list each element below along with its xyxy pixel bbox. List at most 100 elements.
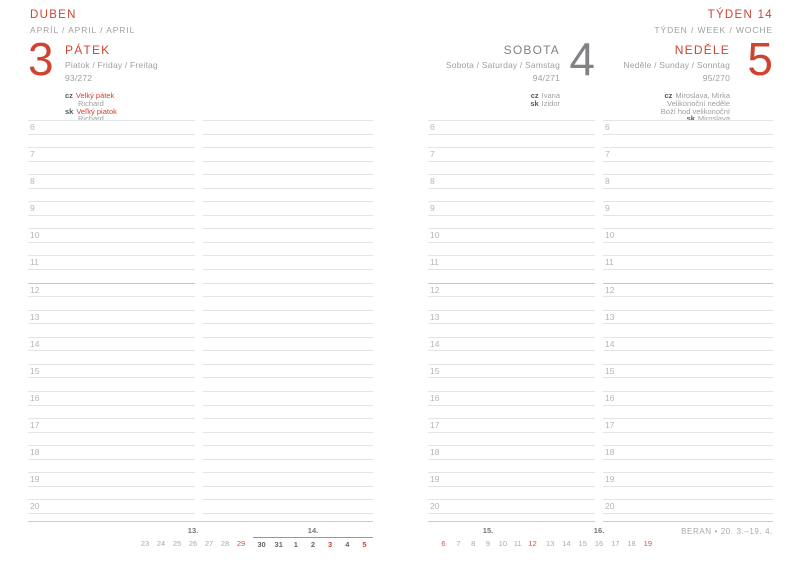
hour-label: 19 xyxy=(30,474,40,485)
hour-label: 6 xyxy=(430,122,435,132)
hour-row-8 xyxy=(203,174,373,201)
hour-label: 20 xyxy=(30,501,40,512)
hour-row-16: 16 xyxy=(428,390,595,418)
calendar-day: 23 xyxy=(140,539,150,548)
hour-row-19: 19 xyxy=(28,472,195,499)
hour-row-10: 10 xyxy=(603,228,773,255)
day-header-friday: PÁTEK Piatok / Friday / Freitag 93/272 c… xyxy=(65,43,158,123)
hour-row-9: 9 xyxy=(28,201,195,228)
hour-row-8: 8 xyxy=(603,174,773,201)
hour-label: 20 xyxy=(605,501,615,512)
hour-row-6 xyxy=(203,120,373,147)
hour-row-20 xyxy=(203,499,373,526)
lang-tag: cz xyxy=(530,91,539,100)
hour-row-14: 14 xyxy=(28,336,195,364)
hour-row-19: 19 xyxy=(603,472,773,499)
footer-divider-left-page xyxy=(28,521,373,522)
name-day: Boží hod velikonoční xyxy=(660,106,730,116)
hour-label: 18 xyxy=(30,447,40,458)
hour-row-11: 11 xyxy=(28,255,195,282)
week-subtitle: TÝDEN / WEEK / WOCHE xyxy=(654,25,773,35)
name-day: Velikonoční neděle xyxy=(667,98,730,108)
calendar-day: 7 xyxy=(456,539,461,548)
calendar-day: 17 xyxy=(611,539,620,548)
calendar-day: 1 xyxy=(293,540,298,549)
hour-row-16: 16 xyxy=(603,390,773,418)
hour-label: 10 xyxy=(605,230,615,241)
hour-row-6: 6 xyxy=(603,120,773,147)
name-day: Ivana xyxy=(541,91,560,100)
day-header-saturday: SOBOTA Sobota / Saturday / Samstag 94/27… xyxy=(446,43,560,108)
hour-label: 14 xyxy=(430,338,440,349)
name-day: Richard xyxy=(78,98,104,108)
hour-label: 17 xyxy=(30,420,40,431)
calendar-day: 14 xyxy=(562,539,571,548)
week-label: 13. xyxy=(187,526,199,535)
day-name-sunday: NEDĚLE xyxy=(674,43,730,57)
hour-row-10 xyxy=(203,228,373,255)
hour-label: 10 xyxy=(30,230,40,241)
hour-row-13: 13 xyxy=(603,309,773,337)
hour-row-15 xyxy=(203,363,373,391)
lang-tag: sk xyxy=(686,114,695,124)
hour-row-9 xyxy=(203,201,373,228)
holiday-name: Velký pátek xyxy=(75,91,115,100)
calendar-day: 9 xyxy=(485,539,491,548)
hour-label: 6 xyxy=(30,122,35,132)
hour-label: 12 xyxy=(605,284,615,295)
calendar-day: 19 xyxy=(643,539,652,548)
lang-tag: sk xyxy=(530,98,539,108)
hour-row-12: 12 xyxy=(603,282,773,310)
calendar-day: 6 xyxy=(441,539,446,548)
hour-row-18: 18 xyxy=(428,445,595,472)
mini-calendar-week-14: 14. 30 31 1 2 3 4 5 xyxy=(253,526,373,549)
name-day: Miroslava, Mirka xyxy=(675,91,730,100)
hour-label: 8 xyxy=(30,176,35,187)
hour-row-20: 20 xyxy=(428,499,595,526)
month-title: DUBEN xyxy=(30,9,77,21)
hour-label: 13 xyxy=(605,311,615,322)
calendar-day: 29 xyxy=(236,539,246,548)
hour-label: 8 xyxy=(605,176,610,187)
day-number-saturday: 4 xyxy=(569,33,595,85)
week-days: 6 7 8 9 10 11 12 xyxy=(436,537,540,548)
hour-label: 20 xyxy=(430,501,440,512)
calendar-day: 11 xyxy=(513,539,522,548)
hour-row-13: 13 xyxy=(28,309,195,337)
week-days: 13 14 15 16 17 18 19 xyxy=(542,537,656,548)
hour-label: 9 xyxy=(605,203,610,214)
day-number-sunday: 5 xyxy=(747,33,773,85)
mini-calendar-week-16: 16. 13 14 15 16 17 18 19 xyxy=(542,526,656,548)
day-ordinal-saturday: 94/271 xyxy=(532,73,560,83)
calendar-day: 12 xyxy=(528,539,537,548)
hour-row-10: 10 xyxy=(428,228,595,255)
hour-row-13: 13 xyxy=(428,309,595,337)
hour-row-15: 15 xyxy=(603,363,773,391)
name-day: Richard xyxy=(78,114,104,124)
mini-calendar-week-15: 15. 6 7 8 9 10 11 12 xyxy=(436,526,540,548)
hour-row-17 xyxy=(203,418,373,445)
calendar-day: 15 xyxy=(578,539,587,548)
note-line: cz Miroslava, Mirka xyxy=(623,92,730,100)
note-line: Velikonoční neděle xyxy=(623,98,730,108)
hour-row-13 xyxy=(203,309,373,337)
calendar-day: 3 xyxy=(328,540,333,549)
calendar-day: 27 xyxy=(204,539,214,548)
hour-row-18: 18 xyxy=(28,445,195,472)
day-header-sunday: NEDĚLE Neděle / Sunday / Sonntag 95/270 … xyxy=(623,43,730,123)
day-trio-friday: Piatok / Friday / Freitag xyxy=(65,60,158,70)
hour-label: 16 xyxy=(30,392,40,403)
calendar-day: 18 xyxy=(627,539,636,548)
lang-tag: cz xyxy=(664,91,673,100)
note-line: Richard xyxy=(65,115,158,123)
week-label: 16. xyxy=(593,526,605,535)
hour-grid-sunday: 6 7 8 9 10 11 12 13 14 15 16 17 18 19 20 xyxy=(603,120,773,527)
note-line: sk Miroslava xyxy=(623,115,730,123)
hour-grid-friday-notes xyxy=(203,120,373,527)
hour-label: 13 xyxy=(430,311,440,322)
hour-row-6: 6 xyxy=(28,120,195,147)
hour-row-15: 15 xyxy=(28,363,195,391)
hour-row-20: 20 xyxy=(603,499,773,526)
hour-row-17: 17 xyxy=(428,418,595,445)
hour-row-9: 9 xyxy=(428,201,595,228)
